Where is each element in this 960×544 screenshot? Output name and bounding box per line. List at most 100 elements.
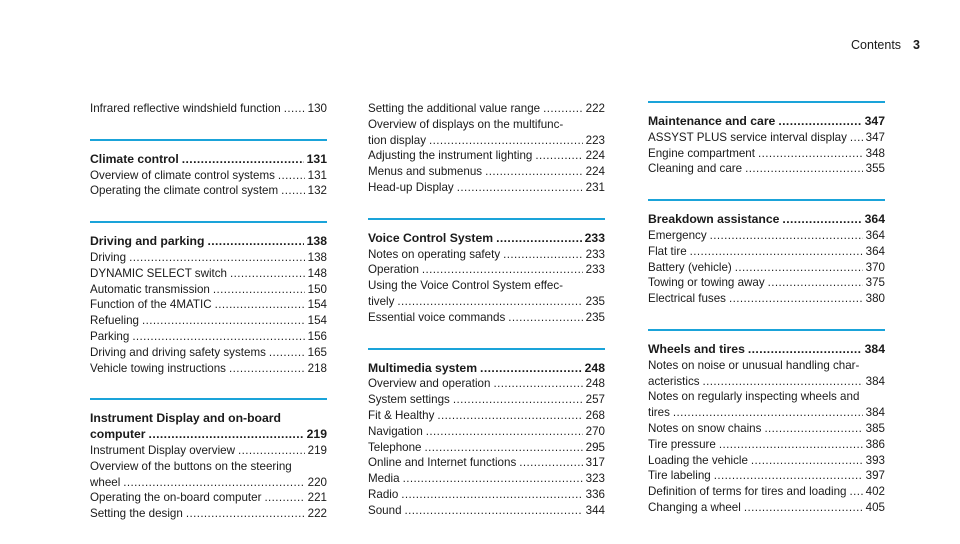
toc-entry-line[interactable]: Instrument Display overview 219 xyxy=(90,443,327,459)
section-title: Voice Control System xyxy=(368,230,494,245)
dot-leader xyxy=(850,130,863,146)
page-ref: 231 xyxy=(585,180,605,194)
toc-entry-line[interactable]: Towing or towing away 375 xyxy=(648,275,885,291)
section-title: Instrument Display and on-board xyxy=(90,411,281,426)
dot-leader xyxy=(508,310,582,326)
entry-label: Battery (vehicle) xyxy=(648,260,732,274)
section-title: Climate control xyxy=(90,151,179,166)
entry-label: Definition of terms for tires and loadin… xyxy=(648,485,847,499)
toc-entry-line[interactable]: Media 323 xyxy=(368,471,605,487)
toc-entry-line[interactable]: Engine compartment 348 xyxy=(648,146,885,162)
toc-entry-line[interactable]: Cleaning and care 355 xyxy=(648,161,885,177)
toc-entry-line[interactable]: Navigation 270 xyxy=(368,424,605,440)
entry-label: Notes on regularly inspecting wheels and xyxy=(648,390,860,404)
toc-entry-line[interactable]: Tire pressure 386 xyxy=(648,437,885,453)
dot-leader xyxy=(132,329,304,345)
toc-entry-line[interactable]: Parking 156 xyxy=(90,329,327,345)
page-ref: 385 xyxy=(865,421,885,435)
toc-entry-line[interactable]: Definition of terms for tires and loadin… xyxy=(648,484,885,500)
section-title-line: Breakdown assistance 364 xyxy=(648,212,885,228)
toc-entry-line[interactable]: Sound 344 xyxy=(368,503,605,519)
toc-column-1: Infrared reflective windshield function 1… xyxy=(90,101,327,544)
toc-entry-line[interactable]: Fit & Healthy 268 xyxy=(368,408,605,424)
dot-leader xyxy=(690,244,863,260)
page-ref: 317 xyxy=(585,456,605,470)
toc-entry-line[interactable]: Setting the additional value range 222 xyxy=(368,101,605,117)
toc-entry-line[interactable]: Battery (vehicle) 370 xyxy=(648,260,885,276)
dot-leader xyxy=(397,294,582,310)
toc-entry-line[interactable]: Driving 138 xyxy=(90,250,327,266)
toc-entry-line[interactable]: Loading the vehicle 393 xyxy=(648,453,885,469)
toc-entry-line[interactable]: Radio 336 xyxy=(368,487,605,503)
dot-leader xyxy=(429,133,583,149)
toc-entry-line[interactable]: acteristics 384 xyxy=(648,374,885,390)
dot-leader xyxy=(748,342,862,358)
dot-leader xyxy=(269,345,305,361)
dot-leader xyxy=(496,231,582,247)
dot-leader xyxy=(215,297,305,313)
toc-entry-line[interactable]: Operation 233 xyxy=(368,262,605,278)
entry-label: Operating the on-board computer xyxy=(90,491,262,505)
dot-leader xyxy=(264,490,304,506)
toc-section: Multimedia system248Overview and operati… xyxy=(368,347,605,519)
dot-leader xyxy=(129,250,305,266)
page-ref: 384 xyxy=(865,374,885,388)
toc-section: Wheels and tires 384 Notes on noise or unu… xyxy=(648,328,885,516)
toc-entry-line[interactable]: Emergency 364 xyxy=(648,228,885,244)
toc-entry-line[interactable]: Online and Internet functions 317 xyxy=(368,455,605,471)
toc-entry-line[interactable]: ASSYST PLUS service interval display 347 xyxy=(648,130,885,146)
dot-leader xyxy=(149,427,304,443)
page-ref: 405 xyxy=(865,500,885,514)
page-ref: 235 xyxy=(585,294,605,308)
dot-leader xyxy=(710,228,863,244)
toc-section: Driving and parking 138 Driving 138 DYNAMIC … xyxy=(90,221,327,376)
toc-entry-line[interactable]: Automatic transmission 150 xyxy=(90,282,327,298)
toc-entry-line[interactable]: tively 235 xyxy=(368,294,605,310)
page-ref: 370 xyxy=(865,260,885,274)
page-ref: 223 xyxy=(585,133,605,147)
toc-entry-line[interactable]: Changing a wheel 405 xyxy=(648,500,885,516)
page-ref: 156 xyxy=(307,329,327,343)
page-ref: 375 xyxy=(865,276,885,290)
toc-entry-line[interactable]: Overview of climate control systems 131 xyxy=(90,168,327,184)
toc-entry-line[interactable]: Notes on snow chains 385 xyxy=(648,421,885,437)
entry-label: Parking xyxy=(90,329,130,343)
toc-entry-line[interactable]: Overview and operation 248 xyxy=(368,376,605,392)
toc-entry-line[interactable]: Adjusting the instrument lighting 224 xyxy=(368,148,605,164)
page-ref: 347 xyxy=(864,114,885,128)
toc-entry-line[interactable]: wheel 220 xyxy=(90,475,327,491)
toc-entry-line[interactable]: Operating the climate control system 132 xyxy=(90,183,327,199)
toc-entry-line[interactable]: System settings 257 xyxy=(368,392,605,408)
toc-section: Climate control131Overview of climate co… xyxy=(90,138,327,199)
page-ref: 150 xyxy=(307,282,327,296)
toc-entry-line[interactable]: tion display 223 xyxy=(368,133,605,149)
dot-leader xyxy=(735,260,863,276)
toc-entry-line[interactable]: Flat tire 364 xyxy=(648,244,885,260)
toc-entry-line[interactable]: Menus and submenus 224 xyxy=(368,164,605,180)
toc-entry-line[interactable]: Notes on operating safety 233 xyxy=(368,247,605,263)
page-ref: 384 xyxy=(865,406,885,420)
toc-entry-line[interactable]: Function of the 4MATIC 154 xyxy=(90,297,327,313)
toc-entry-line[interactable]: Telephone 295 xyxy=(368,440,605,456)
page-ref: 268 xyxy=(585,408,605,422)
dot-leader xyxy=(480,361,582,377)
toc-entry-line[interactable]: Infrared reflective windshield function 1… xyxy=(90,101,327,117)
toc-entry-line[interactable]: Driving and driving safety systems 165 xyxy=(90,345,327,361)
toc-entry-line[interactable]: Electrical fuses 380 xyxy=(648,291,885,307)
toc-entry-line[interactable]: Essential voice commands 235 xyxy=(368,310,605,326)
dot-leader xyxy=(673,405,863,421)
dot-leader xyxy=(401,487,582,503)
entry-label: Loading the vehicle xyxy=(648,453,748,467)
toc-entry-line[interactable]: Head-up Display 231 xyxy=(368,180,605,196)
toc-entry-line[interactable]: Operating the on-board computer 221 xyxy=(90,490,327,506)
entry-label: Emergency xyxy=(648,228,707,242)
toc-entry-line[interactable]: Refueling 154 xyxy=(90,313,327,329)
toc-entry-line[interactable]: Tire labeling 397 xyxy=(648,468,885,484)
toc-entry-line[interactable]: Vehicle towing instructions 218 xyxy=(90,361,327,377)
dot-leader xyxy=(453,392,583,408)
toc-entry-line[interactable]: DYNAMIC SELECT switch 148 xyxy=(90,266,327,282)
toc-entry-line[interactable]: tires 384 xyxy=(648,405,885,421)
dot-leader xyxy=(457,180,583,196)
toc-entry-line[interactable]: Setting the design 222 xyxy=(90,506,327,522)
